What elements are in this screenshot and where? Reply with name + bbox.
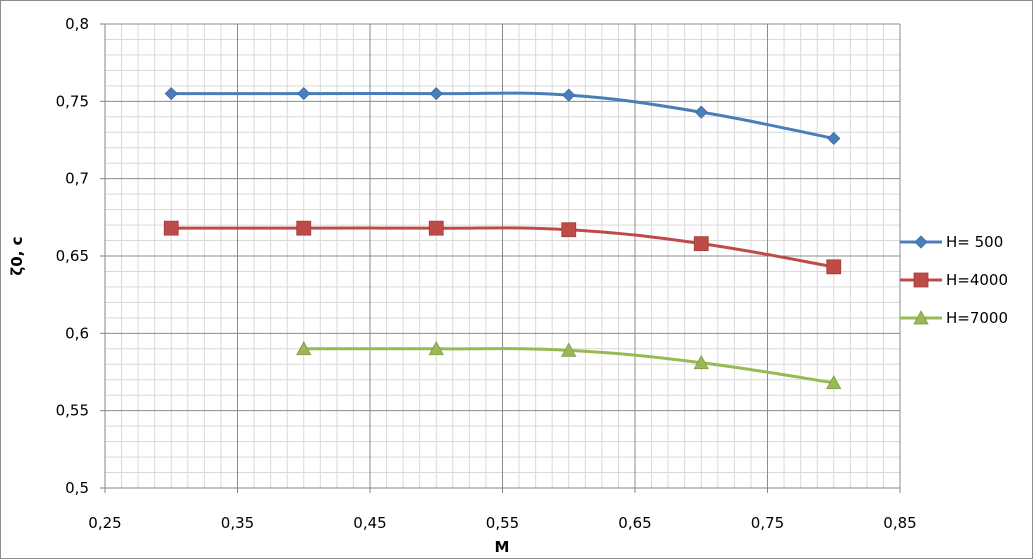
data-point xyxy=(694,105,708,119)
data-point xyxy=(428,340,444,356)
series-line xyxy=(171,91,835,140)
legend-label: H=7000 xyxy=(946,309,1008,327)
data-point xyxy=(429,87,443,101)
legend-item: H= 500 xyxy=(900,233,1003,251)
data-point xyxy=(693,236,709,252)
x-tick-label: 0,55 xyxy=(486,514,519,532)
y-tick-label: 0,7 xyxy=(65,170,89,188)
legend-item: H=4000 xyxy=(900,271,1008,289)
legend: H= 500 H=4000 H=7000 xyxy=(900,233,1008,327)
series-line xyxy=(171,226,835,269)
y-tick-label: 0,55 xyxy=(56,402,89,420)
legend-item: H=7000 xyxy=(900,309,1008,327)
x-tick-label: 0,85 xyxy=(883,514,916,532)
data-point xyxy=(562,88,576,102)
data-series xyxy=(163,87,842,390)
legend-label: H= 500 xyxy=(946,233,1003,251)
x-axis-title: M xyxy=(495,538,510,556)
legend-marker xyxy=(913,310,929,325)
data-point xyxy=(826,374,842,390)
data-point xyxy=(296,340,312,356)
data-point xyxy=(297,87,311,101)
x-tick-labels: 0,25 0,35 0,45 0,55 0,65 0,75 0,85 xyxy=(88,514,916,532)
x-tick-label: 0,65 xyxy=(618,514,651,532)
data-point xyxy=(163,220,179,236)
data-point xyxy=(428,220,444,236)
y-tick-label: 0,5 xyxy=(65,479,89,497)
y-tick-label: 0,6 xyxy=(65,324,89,342)
y-axis-title: ζ0, c xyxy=(8,236,26,275)
data-point xyxy=(164,87,178,101)
x-tick-label: 0,45 xyxy=(353,514,386,532)
series-3 xyxy=(296,340,842,390)
series-1 xyxy=(164,87,841,146)
x-tick-label: 0,75 xyxy=(751,514,784,532)
axes xyxy=(100,23,901,493)
x-tick-label: 0,25 xyxy=(88,514,121,532)
y-tick-label: 0,65 xyxy=(56,247,89,265)
data-point xyxy=(561,342,577,357)
legend-label: H=4000 xyxy=(946,271,1008,289)
data-point xyxy=(561,222,577,238)
x-tick-label: 0,35 xyxy=(221,514,254,532)
legend-marker xyxy=(914,235,928,249)
y-tick-label: 0,8 xyxy=(65,15,89,33)
legend-marker xyxy=(913,272,929,288)
data-point xyxy=(827,131,841,146)
data-point xyxy=(296,220,312,236)
series-2 xyxy=(163,220,842,275)
data-point xyxy=(826,259,842,275)
data-point xyxy=(693,354,709,370)
y-tick-labels: 0,5 0,55 0,6 0,65 0,7 0,75 0,8 xyxy=(56,15,89,497)
y-tick-label: 0,75 xyxy=(56,92,89,110)
